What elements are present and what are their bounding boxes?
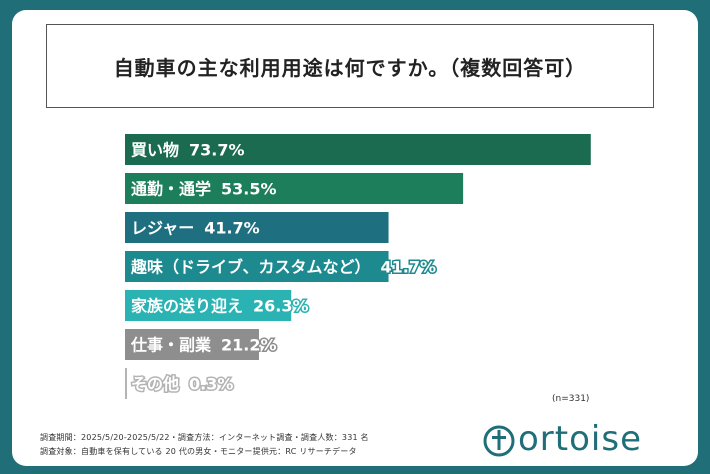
category-label-4: 家族の送り迎え bbox=[131, 297, 243, 316]
category-label-0: 買い物 bbox=[131, 141, 179, 160]
value-label-2: 41.7% bbox=[204, 219, 260, 238]
bar-chart: 買い物 73.7%通勤・通学 53.5%レジャー 41.7%趣味（ドライブ、カスタムな… bbox=[125, 134, 591, 399]
chart-card: 自動車の主な利用用途は何ですか。（複数回答可） 買い物 73.7% 通勤・通学 53.… bbox=[12, 10, 698, 466]
bar-0 bbox=[125, 134, 591, 165]
survey-target-footnote: 調査対象：自動車を保有している 20 代の男女・モニター提供元：RC リサーチデ… bbox=[40, 447, 357, 456]
category-label-6: その他 bbox=[131, 375, 179, 394]
category-label-1: 通勤・通学 bbox=[131, 180, 211, 199]
value-label-3: 41.7% bbox=[381, 258, 437, 277]
category-label-5: 仕事・副業 bbox=[130, 336, 212, 355]
bar-label-5: 仕事・副業 21.2% bbox=[130, 336, 277, 355]
chart-title-box: 自動車の主な利用用途は何ですか。（複数回答可） bbox=[46, 24, 654, 108]
category-label-2: レジャー bbox=[131, 219, 194, 238]
chart-title: 自動車の主な利用用途は何ですか。（複数回答可） bbox=[113, 55, 587, 80]
logo-wordmark: ortoise bbox=[518, 419, 642, 459]
bar-label-3: 趣味（ドライブ、カスタムなど） 41.7% bbox=[130, 258, 436, 277]
sample-size-note: (n=331) bbox=[552, 394, 590, 404]
bar-4 bbox=[125, 290, 292, 321]
bar-label-6: その他 0.3% bbox=[131, 375, 233, 394]
survey-period-footnote: 調査期間：2025/5/20-2025/5/22・調査方法：インターネット調査・… bbox=[40, 433, 369, 442]
bar-label-4: 家族の送り迎え 26.3% bbox=[131, 297, 309, 316]
tortoise-logo: ortoise bbox=[482, 420, 682, 464]
value-label-5: 21.2% bbox=[221, 336, 277, 355]
bar-label-1: 通勤・通学 53.5% bbox=[131, 180, 277, 199]
value-label-0: 73.7% bbox=[189, 141, 245, 160]
value-label-6: 0.3% bbox=[189, 375, 233, 394]
logo-mark-icon bbox=[483, 425, 515, 457]
value-label-4: 26.3% bbox=[253, 297, 309, 316]
bar-2 bbox=[125, 212, 389, 243]
category-label-3: 趣味（ドライブ、カスタムなど） bbox=[130, 258, 371, 277]
bar-6 bbox=[125, 368, 127, 399]
value-label-1: 53.5% bbox=[221, 180, 277, 199]
bar-1 bbox=[125, 173, 464, 204]
bar-label-2: レジャー 41.7% bbox=[131, 219, 260, 238]
bar-5 bbox=[125, 329, 259, 360]
bar-3 bbox=[125, 251, 389, 282]
bar-label-0: 買い物 73.7% bbox=[131, 141, 245, 160]
